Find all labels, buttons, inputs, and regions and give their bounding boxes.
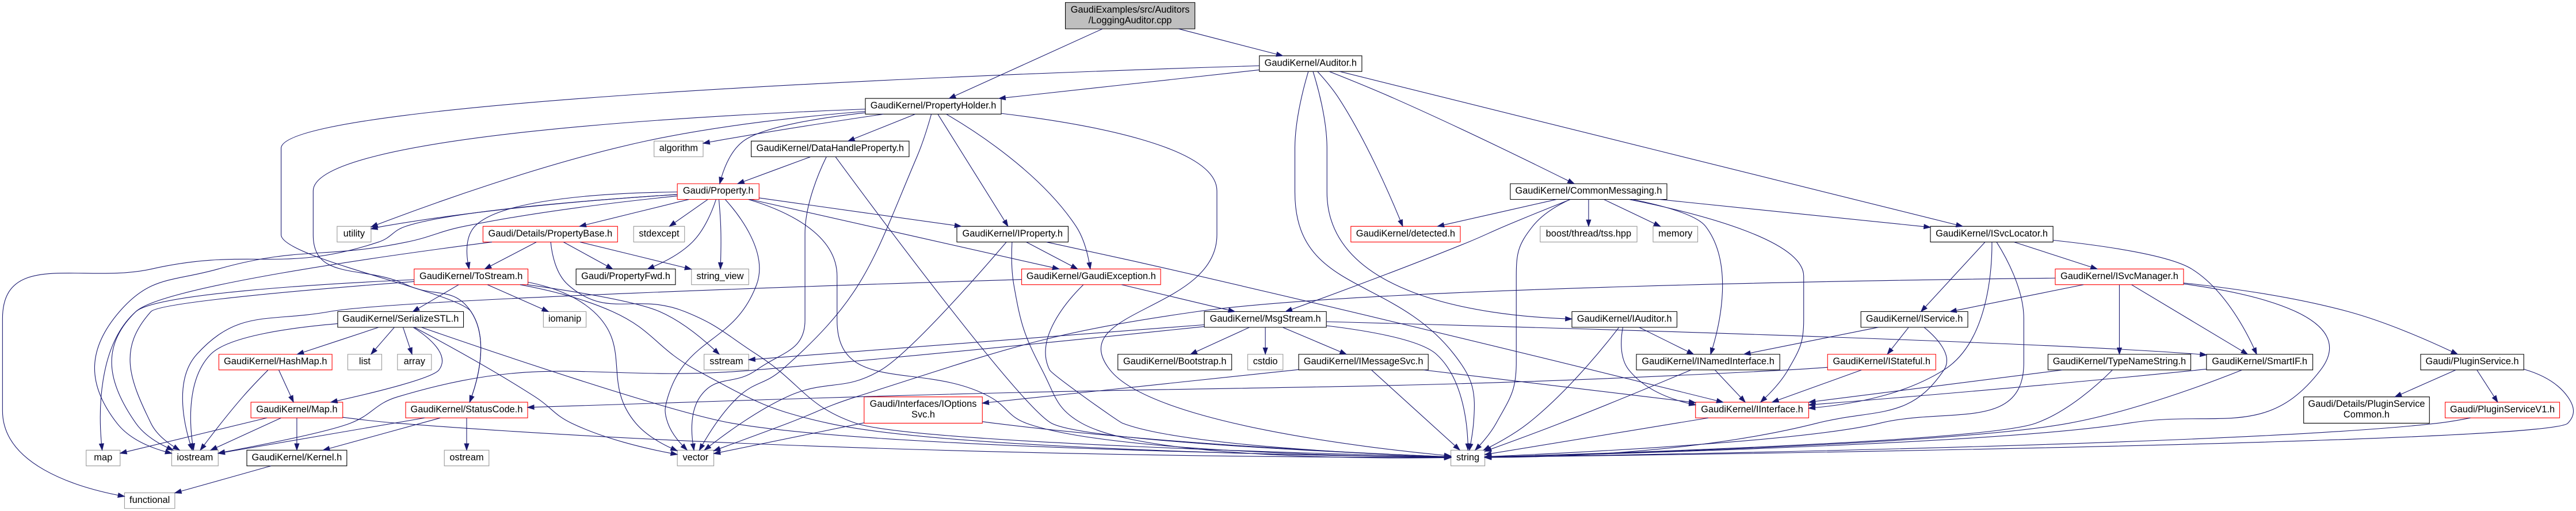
- svg-text:GaudiKernel/PropertyHolder.h: GaudiKernel/PropertyHolder.h: [871, 101, 997, 111]
- svg-text:Gaudi/PluginService.h: Gaudi/PluginService.h: [2426, 356, 2519, 367]
- svg-text:GaudiKernel/IStateful.h: GaudiKernel/IStateful.h: [1833, 356, 1930, 367]
- svg-text:GaudiKernel/SmartIF.h: GaudiKernel/SmartIF.h: [2212, 356, 2307, 367]
- svg-text:iostream: iostream: [177, 452, 213, 463]
- svg-text:/LoggingAuditor.cpp: /LoggingAuditor.cpp: [1089, 15, 1172, 25]
- svg-text:utility: utility: [344, 228, 365, 239]
- svg-text:Gaudi/Interfaces/IOptions: Gaudi/Interfaces/IOptions: [870, 399, 977, 409]
- svg-text:GaudiKernel/Bootstrap.h: GaudiKernel/Bootstrap.h: [1123, 356, 1226, 367]
- svg-text:GaudiKernel/Map.h: GaudiKernel/Map.h: [256, 404, 337, 414]
- svg-text:functional: functional: [129, 495, 170, 505]
- svg-text:GaudiExamples/src/Auditors: GaudiExamples/src/Auditors: [1071, 5, 1190, 15]
- svg-text:GaudiKernel/HashMap.h: GaudiKernel/HashMap.h: [224, 356, 327, 367]
- svg-text:Gaudi/PluginServiceV1.h: Gaudi/PluginServiceV1.h: [2450, 404, 2555, 414]
- svg-text:cstdio: cstdio: [1253, 356, 1278, 367]
- svg-text:string: string: [1456, 452, 1479, 463]
- svg-text:Gaudi/Property.h: Gaudi/Property.h: [683, 186, 754, 196]
- svg-text:sstream: sstream: [709, 356, 743, 367]
- svg-text:GaudiKernel/detected.h: GaudiKernel/detected.h: [1356, 228, 1455, 239]
- svg-text:GaudiKernel/IAuditor.h: GaudiKernel/IAuditor.h: [1577, 314, 1672, 324]
- svg-text:stdexcept: stdexcept: [639, 228, 680, 239]
- svg-text:GaudiKernel/GaudiException.h: GaudiKernel/GaudiException.h: [1026, 271, 1156, 281]
- svg-text:boost/thread/tss.hpp: boost/thread/tss.hpp: [1546, 228, 1631, 239]
- svg-text:GaudiKernel/DataHandleProperty: GaudiKernel/DataHandleProperty.h: [756, 143, 904, 154]
- svg-text:Gaudi/PropertyFwd.h: Gaudi/PropertyFwd.h: [581, 271, 670, 281]
- svg-text:GaudiKernel/Auditor.h: GaudiKernel/Auditor.h: [1265, 58, 1357, 68]
- svg-text:string_view: string_view: [697, 271, 744, 281]
- svg-text:GaudiKernel/ISvcLocator.h: GaudiKernel/ISvcLocator.h: [1936, 228, 2048, 239]
- svg-text:vector: vector: [683, 452, 709, 463]
- svg-text:Gaudi/Details/PluginService: Gaudi/Details/PluginService: [2308, 399, 2425, 409]
- svg-text:memory: memory: [1658, 228, 1693, 239]
- svg-text:Common.h: Common.h: [2344, 410, 2390, 420]
- svg-text:GaudiKernel/StatusCode.h: GaudiKernel/StatusCode.h: [411, 404, 523, 414]
- svg-text:iomanip: iomanip: [548, 314, 581, 324]
- svg-text:array: array: [404, 356, 426, 367]
- svg-text:GaudiKernel/IService.h: GaudiKernel/IService.h: [1866, 314, 1963, 324]
- svg-text:GaudiKernel/IMessageSvc.h: GaudiKernel/IMessageSvc.h: [1304, 356, 1424, 367]
- svg-text:ostream: ostream: [449, 452, 483, 463]
- svg-text:GaudiKernel/IInterface.h: GaudiKernel/IInterface.h: [1701, 404, 1803, 414]
- svg-text:Svc.h: Svc.h: [911, 410, 935, 420]
- svg-text:algorithm: algorithm: [659, 143, 698, 154]
- svg-text:GaudiKernel/ISvcManager.h: GaudiKernel/ISvcManager.h: [2060, 271, 2178, 281]
- svg-text:GaudiKernel/INamedInterface.h: GaudiKernel/INamedInterface.h: [1642, 356, 1774, 367]
- svg-text:GaudiKernel/Kernel.h: GaudiKernel/Kernel.h: [252, 452, 342, 463]
- svg-text:GaudiKernel/CommonMessaging.h: GaudiKernel/CommonMessaging.h: [1515, 186, 1662, 196]
- svg-text:GaudiKernel/TypeNameString.h: GaudiKernel/TypeNameString.h: [2053, 356, 2186, 367]
- svg-text:GaudiKernel/SerializeSTL.h: GaudiKernel/SerializeSTL.h: [342, 314, 459, 324]
- svg-text:map: map: [94, 452, 112, 463]
- svg-text:list: list: [359, 356, 371, 367]
- svg-text:Gaudi/Details/PropertyBase.h: Gaudi/Details/PropertyBase.h: [488, 228, 612, 239]
- svg-text:GaudiKernel/ToStream.h: GaudiKernel/ToStream.h: [419, 271, 522, 281]
- svg-text:GaudiKernel/IProperty.h: GaudiKernel/IProperty.h: [962, 228, 1063, 239]
- svg-text:GaudiKernel/MsgStream.h: GaudiKernel/MsgStream.h: [1210, 314, 1321, 324]
